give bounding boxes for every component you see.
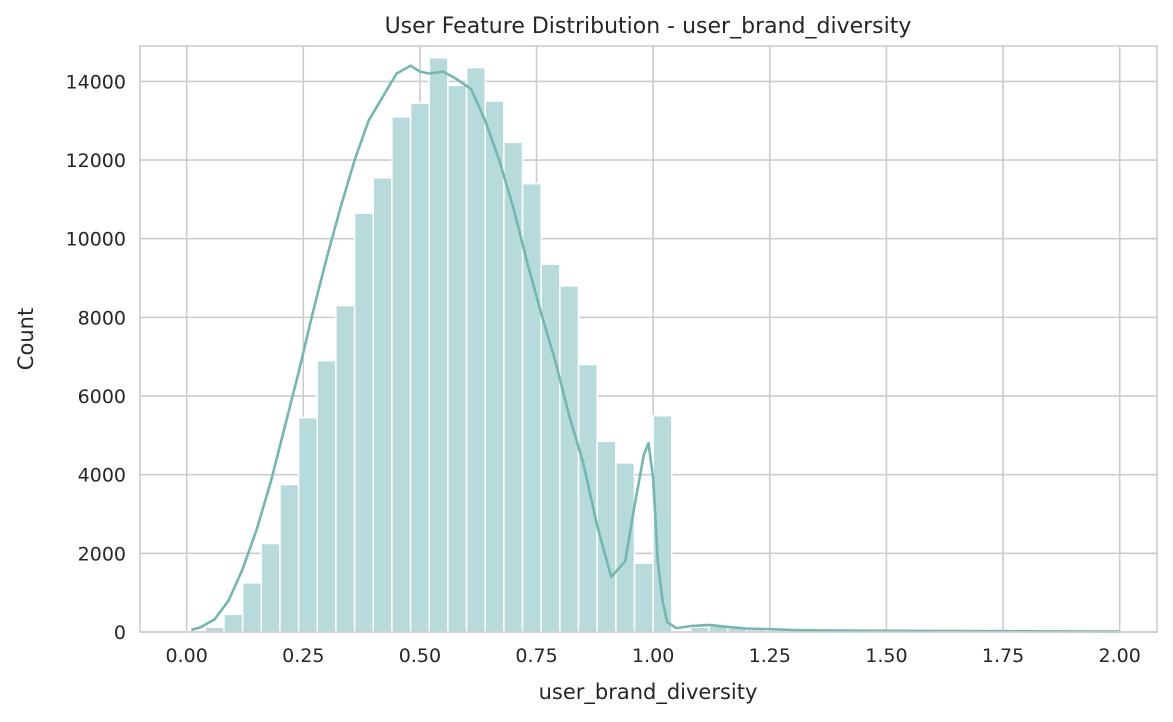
y-tick-labels: 0 2000 4000 6000 8000 10000 12000 14000: [66, 71, 126, 644]
histogram-bar: [260, 542, 281, 633]
x-axis-label: user_brand_diversity: [539, 680, 758, 705]
y-tick-label: 0: [114, 622, 126, 644]
y-tick-label: 12000: [66, 150, 126, 172]
x-tick-label: 0.00: [165, 645, 207, 667]
histogram-bars: [185, 57, 1121, 633]
y-tick-label: 6000: [78, 386, 126, 408]
histogram-bar: [577, 363, 598, 633]
x-tick-label: 0.75: [515, 645, 557, 667]
histogram-bar: [503, 141, 524, 633]
x-tick-label: 2.00: [1099, 645, 1141, 667]
y-tick-label: 14000: [66, 71, 126, 93]
histogram-bar: [559, 285, 580, 633]
histogram-bar: [297, 416, 319, 633]
kde-curve-layer: [190, 64, 1120, 633]
histogram-bar: [241, 582, 263, 633]
y-tick-label: 8000: [78, 307, 126, 329]
histogram-bar: [316, 359, 337, 633]
histogram-bar: [633, 562, 654, 633]
x-tick-label: 1.25: [749, 645, 791, 667]
histogram-bar: [279, 483, 300, 633]
histogram-bar: [484, 100, 505, 633]
kde-line: [190, 64, 1120, 633]
plot-frame: [139, 45, 1158, 633]
x-tick-labels: 0.00 0.25 0.50 0.75 1.00 1.25 1.50 1.75 2.00: [165, 645, 1140, 667]
x-tick-label: 1.75: [982, 645, 1024, 667]
x-tick-label: 1.00: [632, 645, 674, 667]
histogram-bar: [615, 462, 636, 633]
histogram-bar: [465, 66, 486, 633]
histogram-bar: [335, 304, 356, 633]
histogram-bar: [223, 613, 244, 633]
y-tick-label: 2000: [78, 543, 126, 565]
histogram-bar: [447, 84, 468, 633]
y-tick-label: 4000: [78, 465, 126, 487]
chart-title: User Feature Distribution - user_brand_d…: [385, 14, 912, 39]
histogram-bar: [372, 177, 393, 633]
y-tick-label: 10000: [66, 229, 126, 251]
histogram-bar: [353, 212, 375, 633]
y-axis-label: Count: [14, 308, 38, 370]
x-tick-label: 1.50: [865, 645, 907, 667]
histogram-bar: [391, 116, 412, 633]
x-tick-label: 0.50: [399, 645, 441, 667]
histogram-bar: [428, 57, 449, 633]
histogram-bar: [409, 102, 430, 633]
x-tick-label: 0.25: [282, 645, 324, 667]
